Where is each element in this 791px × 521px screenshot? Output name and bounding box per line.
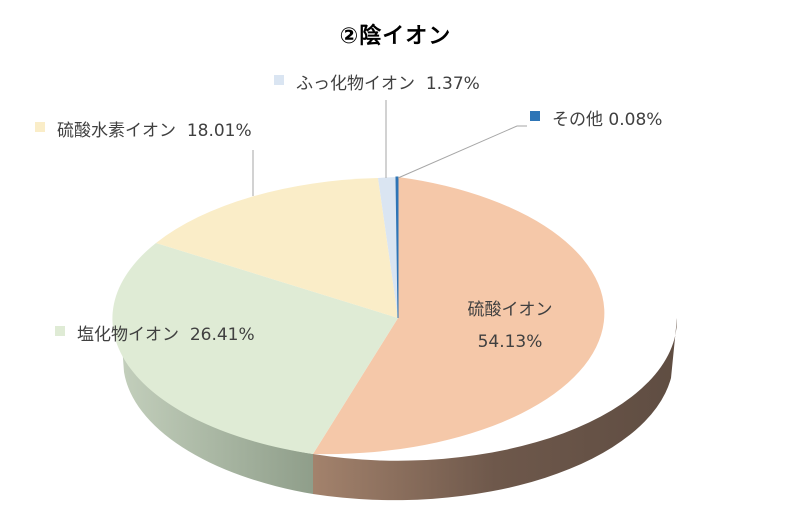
label-other: その他 0.08% — [530, 110, 662, 130]
label-hydrogensulfate-name: 硫酸水素イオン — [57, 121, 176, 141]
slice-sulfate — [313, 177, 605, 455]
slice-chloride — [112, 243, 398, 454]
label-chloride-value: 26.41% — [189, 325, 255, 345]
label-other-name: その他 — [552, 110, 603, 130]
slice-hydrogensulfate — [156, 178, 398, 318]
label-chloride-name: 塩化物イオン — [77, 325, 179, 345]
label-sulfate-name: 硫酸イオン — [467, 300, 553, 320]
label-sulfate-value: 54.13% — [477, 332, 543, 352]
chloride-color-swatch — [55, 326, 65, 336]
label-sulfate: 硫酸イオン 54.13% — [445, 294, 575, 358]
label-fluoride: ふっ化物イオン 1.37% — [274, 74, 480, 94]
other-color-swatch — [530, 111, 540, 121]
label-fluoride-value: 1.37% — [425, 74, 480, 94]
label-other-value: 0.08% — [608, 110, 663, 130]
label-hydrogensulfate: 硫酸水素イオン 18.01% — [35, 121, 252, 141]
side-green — [119, 318, 314, 494]
label-chloride: 塩化物イオン 26.41% — [55, 325, 255, 345]
fluoride-color-swatch — [274, 75, 284, 85]
label-fluoride-name: ふっ化物イオン — [296, 74, 415, 94]
slice-fluoride — [378, 177, 398, 318]
leader-line-other — [397, 125, 527, 179]
slice-other — [395, 176, 399, 319]
chart-title: ②陰イオン — [339, 24, 452, 49]
hydrogensulfate-color-swatch — [35, 122, 45, 132]
side-salmon — [313, 318, 678, 501]
label-hydrogensulfate-value: 18.01% — [186, 121, 252, 141]
